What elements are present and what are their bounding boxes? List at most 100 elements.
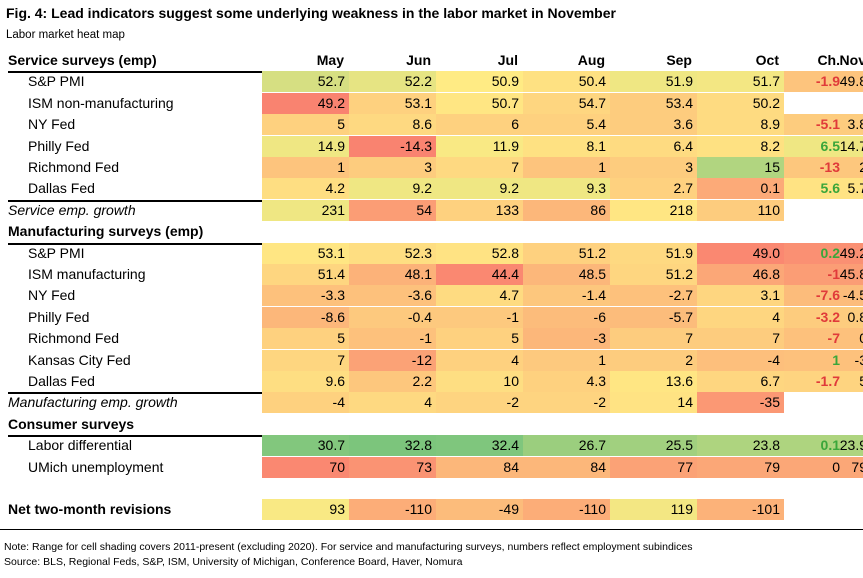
heatmap-cell: -4.5: [784, 285, 863, 307]
heatmap-cell: 2.2: [349, 371, 436, 392]
heatmap-cell: 44.4: [436, 264, 523, 285]
heatmap-cell: 2: [784, 157, 863, 178]
heatmap-cell: 32.8: [349, 435, 436, 457]
heatmap-cell: 4.3: [523, 371, 610, 392]
heatmap-cell: 4: [349, 392, 436, 414]
heatmap-cell: 30.7: [262, 435, 349, 457]
heatmap-cell: 49.0: [697, 242, 784, 264]
heatmap-cell: 3: [610, 157, 697, 178]
heatmap-cell: -4: [697, 349, 784, 371]
heatmap-cell: 7: [436, 157, 523, 178]
change-value: [780, 93, 840, 114]
heatmap-cell: 50.9: [436, 71, 523, 93]
change-value: 0.2: [820, 244, 840, 261]
heatmap-cell: 218: [610, 199, 697, 221]
heatmap-cell: 8.9: [697, 114, 784, 136]
row-label: ISM non-manufacturing: [28, 94, 174, 111]
heatmap-cell: 51.9: [610, 71, 697, 93]
heatmap-cell: 13.6: [610, 371, 697, 392]
heatmap-cell: 51.2: [610, 264, 697, 285]
row-label: Labor differential: [28, 437, 133, 454]
heatmap-cell: 48.5: [523, 264, 610, 285]
heatmap-cell: 23.8: [697, 435, 784, 457]
heatmap-cell: 84: [436, 456, 523, 478]
growth-label: Manufacturing emp. growth: [8, 394, 178, 411]
heatmap-cell: -2.7: [610, 285, 697, 307]
heatmap-cell: [784, 392, 863, 413]
heatmap-cell: -12: [349, 349, 436, 371]
heatmap-cell: 77: [610, 456, 697, 478]
heatmap-cell: -0.4: [349, 306, 436, 328]
heatmap-cell: 9.6: [262, 371, 349, 392]
heatmap-cell: 46.8: [697, 264, 784, 285]
heatmap-cell: 79: [784, 456, 863, 478]
change-value: -1: [827, 266, 840, 282]
row-label: Philly Fed: [28, 137, 90, 154]
heatmap-cell: 0.1: [697, 178, 784, 200]
heatmap-cell: 52.2: [349, 71, 436, 93]
column-header: Sep: [666, 52, 692, 68]
heatmap-cell: 14.9: [262, 135, 349, 157]
heatmap-cell: 3: [349, 157, 436, 178]
heatmap-cell: -3.3: [262, 285, 349, 307]
heatmap-cell: 53.1: [262, 242, 349, 264]
heatmap-cell: 3.1: [697, 285, 784, 307]
heatmap-cell: 5: [784, 371, 863, 392]
heatmap-cell: 5: [436, 328, 523, 350]
heatmap-cell: 6: [436, 114, 523, 136]
heatmap-cell: -3.6: [349, 285, 436, 307]
heatmap-cell: -35: [697, 392, 784, 414]
heatmap-cell: 6.4: [610, 135, 697, 157]
heatmap-cell: 70: [262, 456, 349, 478]
change-value: -3.2: [815, 308, 840, 325]
heatmap-cell: 5: [262, 114, 349, 136]
heatmap-cell: -3: [784, 349, 863, 371]
heatmap-cell: 26.7: [523, 435, 610, 457]
heatmap-cell: -101: [697, 499, 784, 521]
heatmap-cell: 11.9: [436, 135, 523, 157]
row-label: NY Fed: [28, 116, 76, 133]
divider-line: [0, 528, 863, 530]
heatmap-cell: 14: [610, 392, 697, 414]
heatmap-cell: 0.8: [784, 306, 863, 328]
heatmap-cell: 52.3: [349, 242, 436, 264]
heatmap-cell: 5: [262, 328, 349, 350]
heatmap-cell: 7: [610, 328, 697, 350]
heatmap-cell: 50.2: [697, 92, 784, 114]
heatmap-cell: -14.3: [349, 135, 436, 157]
heatmap-cell: 6.7: [697, 371, 784, 392]
row-label: Philly Fed: [28, 308, 90, 325]
heatmap-cell: 1: [523, 349, 610, 371]
column-header: Nov: [839, 52, 863, 68]
heatmap-cell: -5.7: [610, 306, 697, 328]
heatmap-cell: 7: [697, 328, 784, 350]
row-label: Richmond Fed: [28, 330, 120, 347]
heatmap-cell: 52.8: [436, 242, 523, 264]
row-label: UMich unemployment: [28, 458, 164, 475]
change-header: Ch.: [817, 52, 840, 68]
growth-label: Service emp. growth: [8, 201, 136, 218]
heatmap-cell: 110: [697, 199, 784, 221]
heatmap-cell: 86: [523, 199, 610, 221]
heatmap-cell: 7: [262, 349, 349, 371]
heatmap-cell: 52.7: [262, 71, 349, 93]
change-value: -7: [827, 330, 840, 347]
row-label: Dallas Fed: [28, 180, 95, 197]
heatmap-cell: 9.2: [349, 178, 436, 200]
heatmap-cell: 3.6: [610, 114, 697, 136]
heatmap-cell: 1: [523, 157, 610, 178]
heatmap-cell: 9.2: [436, 178, 523, 200]
heatmap-cell: 93: [262, 499, 349, 521]
heatmap-cell: 25.5: [610, 435, 697, 457]
change-value: -7.6: [815, 287, 840, 304]
change-value: 6.5: [820, 137, 840, 154]
footnote-note: Note: Range for cell shading covers 2011…: [4, 541, 693, 553]
heatmap-cell: 50.4: [523, 71, 610, 93]
heatmap-cell: 8.6: [349, 114, 436, 136]
heatmap-cell: 54: [349, 199, 436, 221]
heatmap-cell: 51.7: [697, 71, 784, 93]
heatmap-cell: -3: [523, 328, 610, 350]
figure-subtitle: Labor market heat map: [6, 29, 125, 41]
heatmap-cell: 3.8: [784, 114, 863, 136]
